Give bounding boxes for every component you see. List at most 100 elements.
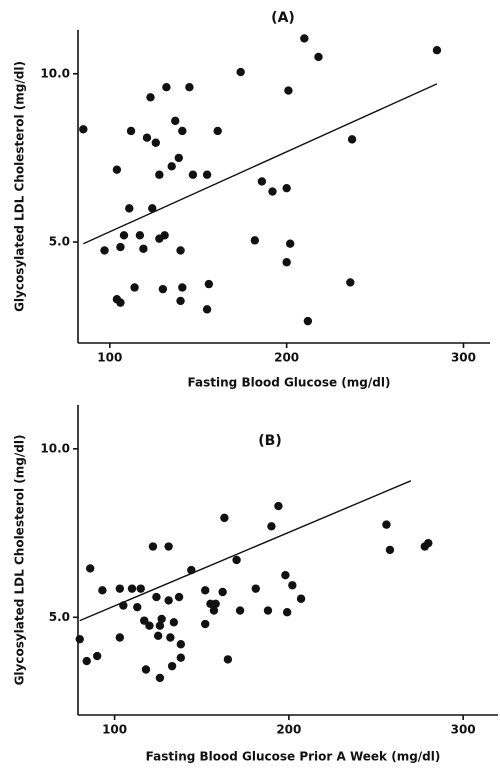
x-tick-label: 100	[102, 723, 127, 737]
scatter-point	[166, 633, 175, 642]
scatter-point	[314, 52, 323, 62]
scatter-point	[188, 170, 198, 179]
scatter-point	[263, 606, 273, 615]
scatter-point	[223, 655, 233, 664]
scatter-point	[235, 606, 245, 615]
scatter-point	[176, 653, 186, 662]
scatter-point	[282, 258, 291, 267]
scatter-point	[385, 545, 395, 555]
scatter-point	[145, 621, 154, 630]
scatter-point	[167, 162, 176, 171]
scatter-point	[164, 542, 173, 551]
scatter-point	[152, 592, 161, 602]
scatter-point	[75, 634, 84, 644]
scatter-point	[115, 633, 125, 642]
x-tick-label: 300	[451, 723, 476, 737]
scatter-point	[92, 651, 102, 661]
scatter-point	[257, 177, 267, 186]
scatter-point	[139, 244, 148, 253]
scatter-point	[112, 165, 122, 174]
panel-title: (B)	[258, 433, 281, 449]
scatter-point	[116, 298, 125, 307]
scatter-point	[284, 86, 293, 95]
scatter-point	[282, 608, 292, 617]
scatter-point	[274, 501, 283, 511]
scatter-point	[125, 204, 134, 213]
scatter-point	[300, 34, 309, 43]
scatter-point	[218, 587, 227, 597]
y-tick-label: 5.0	[49, 235, 70, 249]
scatter-point	[151, 138, 161, 147]
x-axis-label: Fasting Blood Glucose (mg/dl)	[188, 376, 391, 390]
scatter-point	[346, 278, 355, 287]
scatter-point	[201, 619, 210, 629]
scatter-point	[176, 296, 185, 306]
scatter-point	[281, 570, 290, 580]
regression-line	[83, 83, 438, 245]
scatter-point	[155, 621, 165, 630]
scatter-point	[268, 187, 277, 196]
y-axis-label: Glycosylated LDL Cholesterol (mg/dl)	[13, 61, 27, 312]
scatter-point	[202, 170, 212, 179]
scatter-point	[220, 513, 229, 523]
scatter-point	[185, 83, 194, 92]
scatter-point	[79, 125, 88, 134]
scatter-point	[140, 616, 149, 625]
x-tick-label: 200	[274, 351, 299, 365]
scatter-point	[347, 135, 357, 144]
scatter-point	[296, 594, 306, 603]
scatter-point	[211, 599, 220, 609]
y-tick-label: 10.0	[40, 441, 70, 455]
scatter-point	[160, 231, 169, 240]
scatter-point	[148, 542, 158, 551]
x-tick-label: 200	[276, 723, 301, 737]
scatter-point	[85, 564, 95, 573]
scatter-point	[148, 204, 157, 213]
scatter-point	[178, 126, 187, 136]
scatter-point	[155, 673, 165, 683]
scatter-point	[213, 126, 222, 136]
scatter-point	[250, 236, 260, 245]
scatter-point	[116, 242, 125, 252]
scatter-point	[204, 279, 214, 289]
scatter-point	[164, 596, 173, 605]
scatter-point	[232, 555, 241, 565]
scatter-point	[130, 283, 139, 292]
scatter-point	[153, 631, 163, 641]
scatter-point	[267, 522, 276, 531]
scatter-point	[119, 231, 129, 240]
scatter-point	[174, 592, 184, 602]
regression-line	[79, 480, 412, 622]
scatter-point	[251, 584, 260, 593]
x-tick-label: 300	[451, 351, 476, 365]
panel-title: (A)	[271, 10, 295, 26]
scatter-point	[155, 170, 164, 179]
scatter-point	[209, 606, 219, 615]
scatter-point	[158, 284, 168, 294]
scatter-point	[133, 602, 142, 612]
scatter-point	[146, 93, 155, 102]
scatter-point	[127, 584, 137, 593]
scatter-point	[285, 239, 295, 248]
scatter-point	[424, 538, 433, 548]
scatter-point	[178, 283, 187, 292]
scatter-point	[176, 246, 185, 255]
x-tick-label: 100	[97, 351, 122, 365]
scatter-point	[174, 153, 183, 163]
scatter-point	[236, 67, 245, 77]
scatter-point	[288, 581, 297, 590]
scatter-point	[303, 316, 313, 326]
y-tick-label: 5.0	[49, 610, 70, 624]
scatter-point	[135, 231, 145, 240]
x-axis-label: Fasting Blood Glucose Prior A Week (mg/d…	[146, 750, 441, 764]
scatter-point	[98, 586, 107, 595]
scatter-point	[157, 614, 166, 624]
scatter-point	[282, 183, 291, 193]
scatter-point	[141, 665, 151, 674]
scatter-point	[82, 656, 91, 666]
scatter-point	[201, 586, 210, 595]
scatter-point	[171, 116, 180, 126]
scatter-point	[126, 126, 136, 136]
scatter-point	[382, 520, 391, 529]
